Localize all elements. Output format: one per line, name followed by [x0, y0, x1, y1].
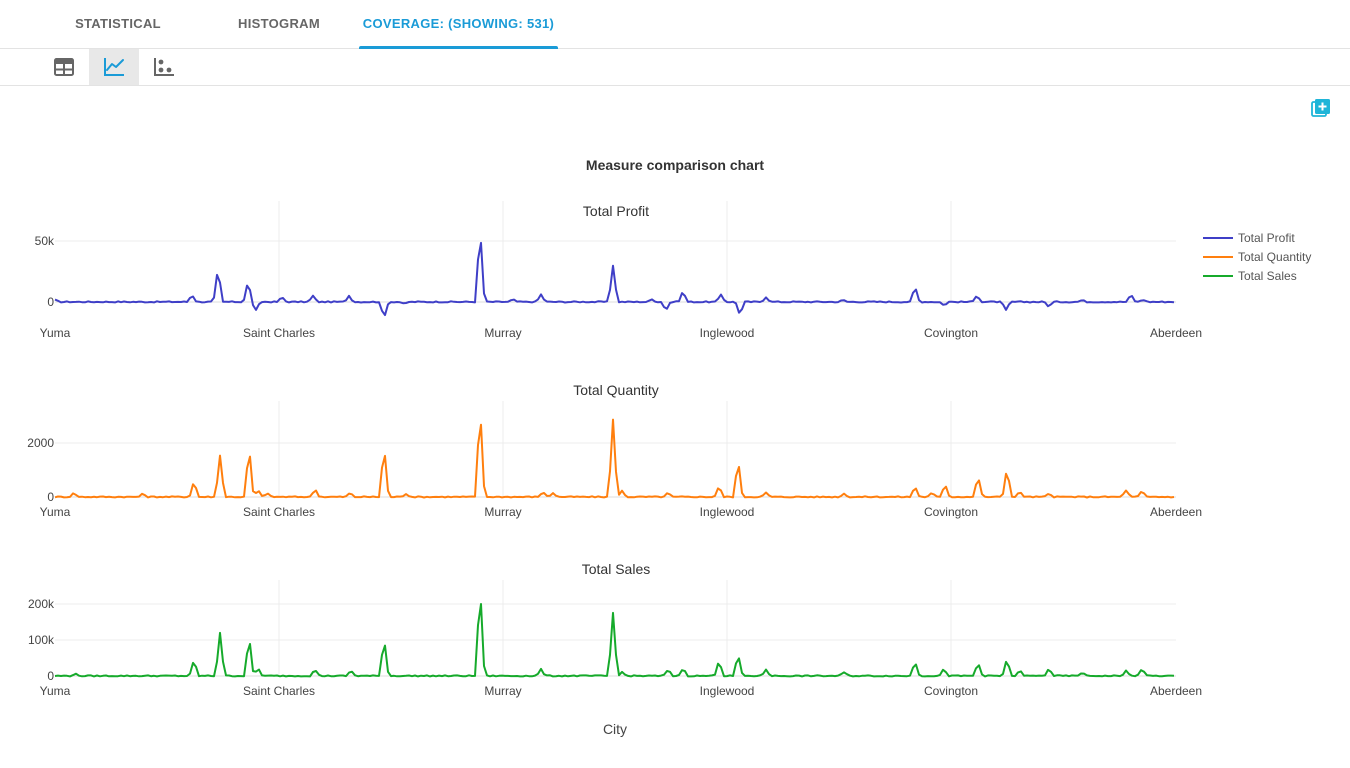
legend-swatch-profit: [1203, 236, 1233, 239]
total-profit-xtick-label: Yuma: [40, 326, 71, 340]
measure-comparison-chart: Measure comparison chart 0 50k Total Profi…: [27, 157, 1202, 737]
total-quantity-series-line: [54, 418, 1175, 499]
legend-item-total-profit[interactable]: Total Profit: [1203, 228, 1311, 247]
add-chart-button[interactable]: [1311, 98, 1331, 118]
total-profit-xtick-label: Covington: [924, 326, 978, 340]
total-sales-xtick-label: Aberdeen: [1150, 684, 1202, 698]
tab-bar: STATISTICAL HISTOGRAM COVERAGE: (SHOWING…: [0, 0, 1350, 49]
total-quantity-ytick-label: 2000: [27, 436, 54, 450]
table-icon: [54, 58, 74, 76]
view-toolbar: [0, 49, 1350, 86]
table-view-button[interactable]: [39, 49, 89, 85]
x-axis-label: City: [603, 721, 627, 737]
total-quantity-ytick-label: 0: [47, 490, 54, 504]
total-sales-panel-title: Total Sales: [582, 561, 650, 577]
total-sales-xtick-label: Murray: [484, 684, 521, 698]
legend-swatch-sales: [1203, 274, 1233, 277]
total-sales-xtick-label: Yuma: [40, 684, 71, 698]
line-chart-view-button[interactable]: [89, 49, 139, 85]
tab-coverage[interactable]: COVERAGE: (SHOWING: 531): [359, 0, 558, 49]
chart-panels: 0 50k Total Profit Yuma Saint Charles Murray I…: [27, 201, 1202, 698]
total-profit-series-line: [54, 241, 1175, 317]
total-sales-xtick-label: Inglewood: [700, 684, 755, 698]
total-profit-xtick-label: Murray: [484, 326, 521, 340]
chart-title: Measure comparison chart: [586, 157, 765, 173]
total-sales-xtick-label: Covington: [924, 684, 978, 698]
total-quantity-xtick-label: Aberdeen: [1150, 505, 1202, 519]
total-quantity-xtick-label: Covington: [924, 505, 978, 519]
legend-label-profit: Total Profit: [1238, 230, 1295, 245]
total-profit-xtick-label: Inglewood: [700, 326, 755, 340]
legend-label-quantity: Total Quantity: [1238, 249, 1312, 264]
tab-statistical-label: STATISTICAL: [75, 16, 161, 31]
scatter-view-button[interactable]: [139, 49, 189, 85]
total-sales-ytick-label: 200k: [28, 597, 55, 611]
total-profit-xtick-label: Saint Charles: [243, 326, 315, 340]
total-profit-ytick-label: 0: [47, 295, 54, 309]
tab-statistical[interactable]: STATISTICAL: [58, 0, 178, 48]
active-tab-indicator: [359, 46, 558, 49]
total-sales-xtick-label: Saint Charles: [243, 684, 315, 698]
scatter-icon: [154, 58, 174, 76]
total-profit-xtick-label: Aberdeen: [1150, 326, 1202, 340]
total-sales-ytick-label: 0: [47, 669, 54, 683]
line-chart-icon: [104, 58, 124, 76]
legend-swatch-quantity: [1203, 255, 1233, 258]
tab-histogram-label: HISTOGRAM: [238, 16, 320, 31]
tab-histogram[interactable]: HISTOGRAM: [220, 0, 338, 48]
tab-coverage-label: COVERAGE: (SHOWING: 531): [362, 16, 555, 31]
total-quantity-panel-title: Total Quantity: [573, 382, 659, 398]
total-quantity-xtick-label: Inglewood: [700, 505, 755, 519]
legend-item-total-quantity[interactable]: Total Quantity: [1203, 247, 1311, 266]
total-quantity-xtick-label: Saint Charles: [243, 505, 315, 519]
legend-label-sales: Total Sales: [1238, 268, 1297, 283]
total-quantity-xtick-label: Murray: [484, 505, 521, 519]
chart-legend: Total Profit Total Quantity Total Sales: [1203, 228, 1311, 285]
total-profit-ytick-label: 50k: [35, 234, 55, 248]
total-profit-panel-title: Total Profit: [583, 203, 649, 219]
total-quantity-xtick-label: Yuma: [40, 505, 71, 519]
add-chart-icon: [1311, 99, 1330, 117]
legend-item-total-sales[interactable]: Total Sales: [1203, 266, 1311, 285]
total-sales-series-line: [54, 603, 1175, 678]
total-sales-ytick-label: 100k: [28, 633, 55, 647]
